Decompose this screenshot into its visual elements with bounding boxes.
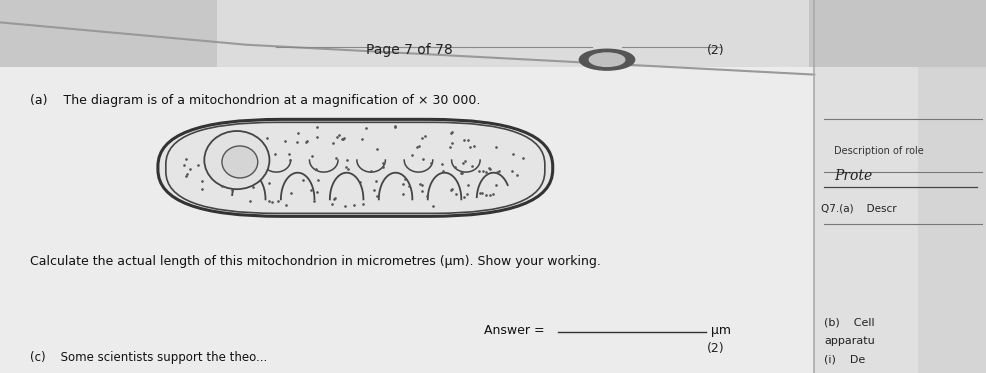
FancyBboxPatch shape [809,0,986,67]
Text: (c)    Some scientists support the theo...: (c) Some scientists support the theo... [30,351,266,364]
FancyBboxPatch shape [917,0,986,373]
Text: apparatu: apparatu [823,336,874,346]
FancyBboxPatch shape [813,0,986,373]
FancyBboxPatch shape [0,67,813,373]
Circle shape [589,53,624,66]
Ellipse shape [204,131,269,189]
FancyBboxPatch shape [158,119,552,216]
Circle shape [579,49,634,70]
Text: Description of role: Description of role [833,146,923,156]
Text: Q7.(a)    Descr: Q7.(a) Descr [820,204,896,214]
Text: (b)    Cell: (b) Cell [823,318,874,327]
Text: (2): (2) [706,44,724,57]
Text: μm: μm [710,324,730,336]
FancyBboxPatch shape [0,0,813,82]
Text: Page 7 of 78: Page 7 of 78 [366,43,453,57]
Text: (2): (2) [706,342,724,355]
Ellipse shape [222,146,257,178]
FancyBboxPatch shape [217,0,813,67]
Text: Prote: Prote [833,169,872,183]
Text: (i)    De: (i) De [823,355,865,365]
Text: Answer =: Answer = [483,324,547,336]
Text: Calculate the actual length of this mitochondrion in micrometres (μm). Show your: Calculate the actual length of this mito… [30,255,599,267]
Text: (a)    The diagram is of a mitochondrion at a magnification of × 30 000.: (a) The diagram is of a mitochondrion at… [30,94,479,107]
